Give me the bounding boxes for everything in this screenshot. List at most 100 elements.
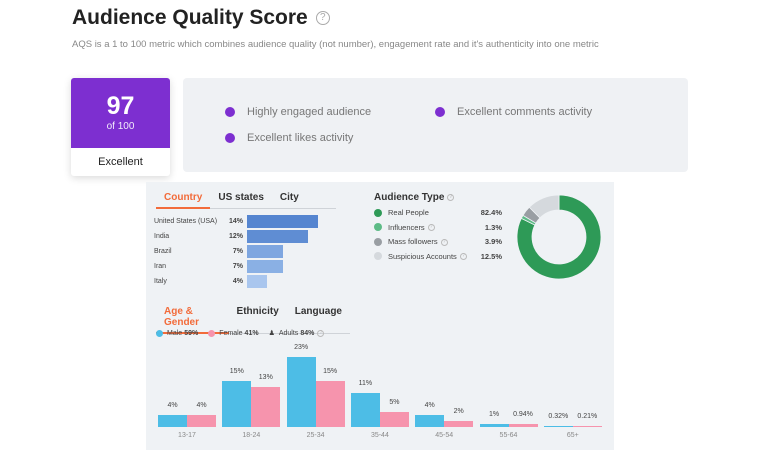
audience-type-title-text: Audience Type	[374, 192, 445, 203]
audience-type-row: Mass followers? 3.9%	[374, 237, 502, 246]
bar-value-label: 23%	[294, 343, 309, 351]
country-row: Iran 7%	[154, 259, 283, 273]
female-label: Female	[219, 329, 243, 337]
feature-item: Excellent comments activity	[435, 106, 592, 118]
page-title: Audience Quality Score	[72, 6, 308, 29]
question-circle-icon[interactable]: ?	[317, 329, 325, 337]
country-bar	[247, 259, 283, 273]
audience-type-pct: 3.9%	[484, 237, 502, 246]
audience-type-donut	[516, 194, 602, 280]
bar-value-label: 4%	[424, 401, 435, 409]
feature-item: Highly engaged audience	[225, 106, 371, 118]
country-row: Italy 4%	[154, 274, 268, 288]
legend-dot-icon	[374, 252, 382, 260]
male-pct: 59%	[184, 329, 199, 337]
audience-type-name: Suspicious Accounts	[388, 251, 457, 261]
audience-type-row: Suspicious Accounts? 12.5%	[374, 252, 502, 261]
audience-type-pct: 82.4%	[480, 208, 502, 217]
male-bar[interactable]	[286, 356, 316, 427]
features-box: Highly engaged audience Excellent commen…	[183, 78, 688, 172]
male-dot-icon	[156, 329, 163, 337]
audience-type-row: Real People 82.4%	[374, 208, 502, 217]
country-row: Brazil 7%	[154, 244, 283, 258]
bar-value-label: 4%	[196, 401, 207, 409]
bullet-icon	[225, 133, 235, 143]
tab-us-states[interactable]: US states	[218, 192, 264, 203]
country-row: India 12%	[154, 229, 309, 243]
male-bar[interactable]	[479, 423, 509, 427]
x-tick-label: 18-24	[242, 432, 261, 439]
country-pct: 4%	[232, 277, 243, 285]
audience-panel: Country US states City United States (US…	[146, 182, 614, 450]
audience-type-pct: 1.3%	[484, 222, 502, 232]
bar-value-label: 0.94%	[513, 411, 533, 419]
female-bar[interactable]	[572, 425, 602, 427]
x-tick-label: 13-17	[178, 432, 196, 439]
male-bar[interactable]	[543, 425, 573, 427]
chart-legend: Male 59% Female 41% ♟ Adults 84%?	[156, 329, 326, 337]
male-bar[interactable]	[158, 414, 187, 427]
adults-label: Adults	[278, 329, 299, 337]
male-bar[interactable]	[415, 414, 445, 427]
female-pct: 41%	[244, 329, 259, 337]
male-bar[interactable]	[222, 381, 252, 427]
audience-type-row: Influencers? 1.3%	[374, 223, 502, 232]
x-tick-label: 65+	[566, 432, 579, 439]
x-tick-label: 45-54	[435, 432, 454, 439]
country-pct: 7%	[232, 247, 243, 255]
female-bar[interactable]	[315, 381, 345, 427]
tab-age-gender[interactable]: Age & Gender	[156, 306, 229, 334]
bullet-icon	[435, 107, 445, 117]
score-value: 97	[106, 92, 135, 120]
female-bar[interactable]	[251, 387, 281, 427]
tab-country[interactable]: Country	[156, 192, 211, 209]
bar-value-label: 13%	[258, 374, 273, 382]
donut-slice[interactable]	[528, 194, 560, 219]
bar-value-label: 15%	[229, 368, 244, 376]
x-tick-label: 55-64	[499, 432, 518, 439]
country-bar	[247, 214, 319, 228]
country-name: United States (USA)	[154, 217, 218, 225]
person-icon: ♟	[268, 330, 275, 337]
feature-text: Excellent likes activity	[247, 132, 354, 144]
question-circle-icon[interactable]: ?	[440, 238, 448, 246]
score-max: of 100	[106, 121, 135, 132]
country-name: India	[154, 232, 170, 240]
country-name: Iran	[154, 262, 167, 270]
bar-value-label: 0.21%	[577, 412, 598, 420]
country-name: Brazil	[154, 247, 172, 255]
feature-text: Excellent comments activity	[457, 106, 593, 118]
question-circle-icon[interactable]: ?	[427, 224, 435, 232]
x-tick-label: 35-44	[370, 432, 389, 439]
question-circle-icon[interactable]: ?	[447, 193, 455, 201]
bullet-icon	[225, 107, 235, 117]
female-bar[interactable]	[187, 414, 216, 427]
donut-slice[interactable]	[516, 194, 602, 280]
legend-dot-icon	[374, 208, 382, 217]
bar-value-label: 1%	[488, 410, 500, 418]
adults-pct: 84%	[300, 329, 315, 337]
question-circle-icon[interactable]: ?	[315, 11, 330, 25]
tab-ethnicity[interactable]: Ethnicity	[236, 306, 279, 317]
feature-text: Highly engaged audience	[247, 106, 372, 118]
legend-dot-icon	[374, 237, 382, 246]
bar-value-label: 5%	[389, 398, 400, 406]
feature-item: Excellent likes activity	[225, 132, 353, 144]
audience-type-name: Real People	[388, 208, 429, 217]
location-tabs: Country US states City	[156, 192, 336, 209]
female-bar[interactable]	[444, 420, 474, 427]
audience-type-name: Mass followers	[388, 237, 438, 246]
bar-value-label: 15%	[323, 368, 338, 376]
score-label: Excellent	[98, 156, 143, 168]
male-bar[interactable]	[350, 393, 380, 427]
country-name: Italy	[154, 277, 167, 285]
female-bar[interactable]	[508, 424, 538, 427]
female-bar[interactable]	[379, 411, 409, 427]
tab-language[interactable]: Language	[294, 306, 342, 317]
question-circle-icon[interactable]: ?	[459, 253, 467, 261]
country-pct: 7%	[232, 262, 243, 270]
tab-city[interactable]: City	[279, 192, 299, 203]
bar-value-label: 0.32%	[548, 412, 569, 420]
audience-type-title: Audience Type?	[374, 192, 455, 203]
bar-value-label: 2%	[453, 407, 464, 415]
